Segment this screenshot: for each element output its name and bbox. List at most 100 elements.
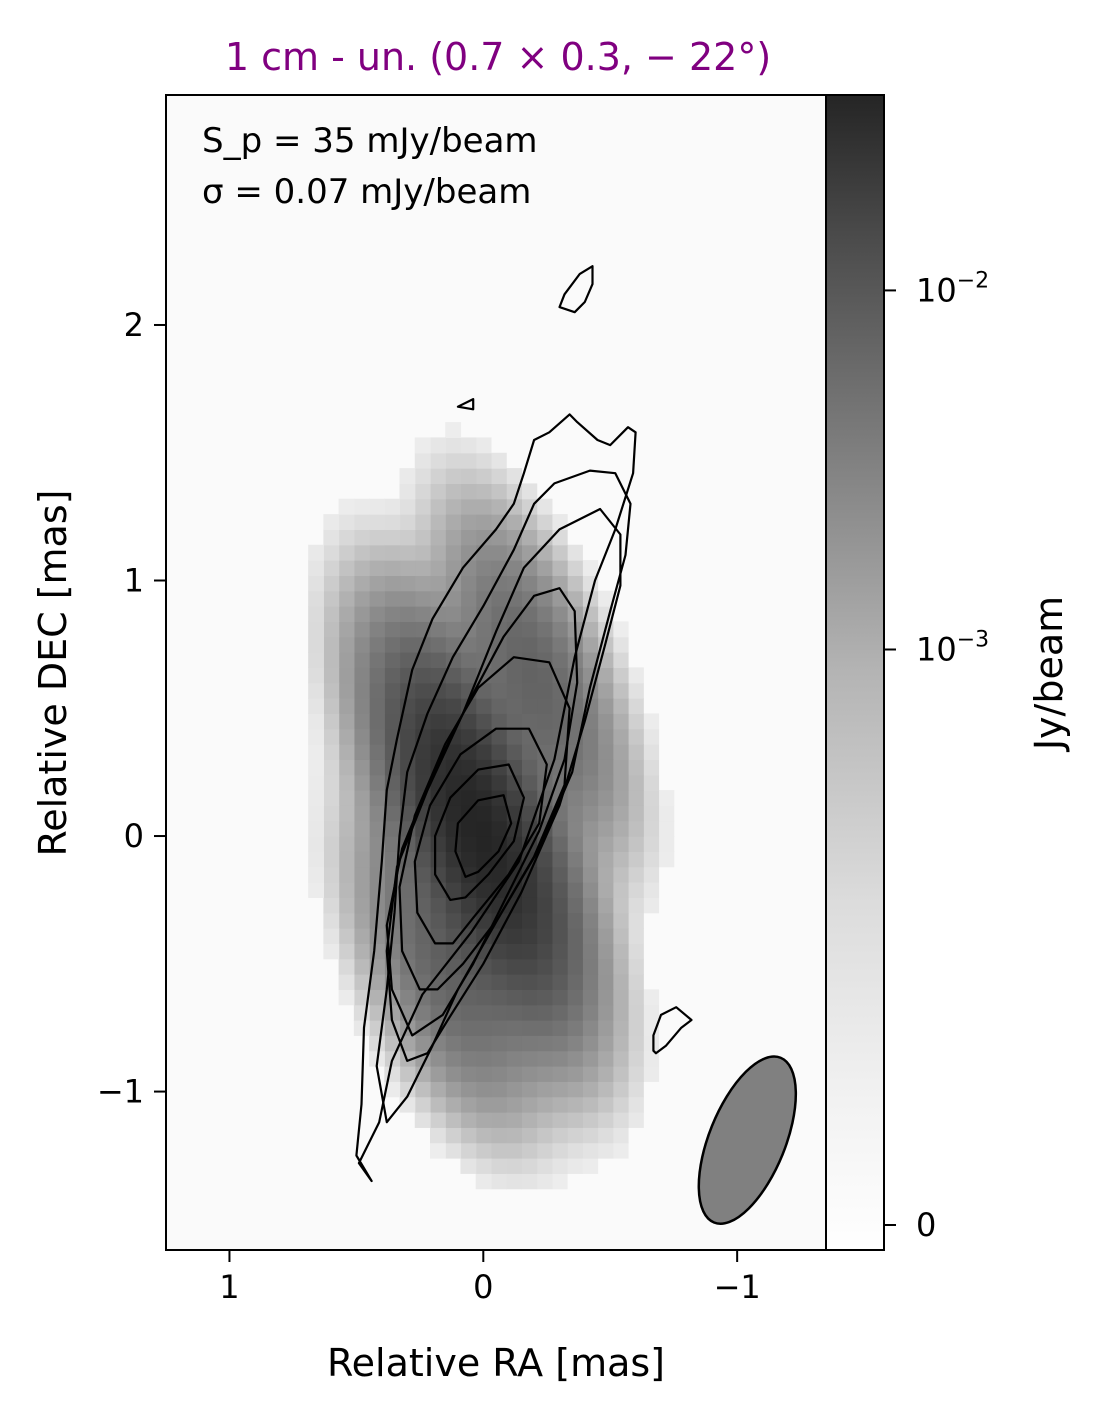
intensity-pixel — [353, 514, 370, 531]
intensity-pixel — [384, 1066, 401, 1082]
intensity-pixel — [597, 974, 614, 990]
intensity-pixel — [582, 820, 599, 837]
intensity-pixel — [384, 652, 401, 668]
colorbar-tick-label: 10−3 — [916, 627, 989, 668]
intensity-pixel — [475, 790, 492, 806]
intensity-pixel — [536, 1004, 553, 1021]
intensity-pixel — [582, 897, 599, 914]
intensity-pixel — [597, 1035, 614, 1052]
intensity-pixel — [369, 590, 385, 607]
intensity-pixel — [521, 974, 538, 990]
intensity-pixel — [643, 1035, 660, 1052]
noise-annotation: σ = 0.07 mJy/beam — [202, 172, 531, 212]
intensity-pixel — [521, 590, 538, 607]
intensity-pixel — [597, 989, 614, 1006]
intensity-pixel — [628, 1020, 644, 1036]
intensity-pixel — [536, 882, 553, 898]
intensity-pixel — [399, 498, 416, 515]
intensity-pixel — [536, 851, 553, 868]
intensity-pixel — [628, 943, 644, 960]
intensity-pixel — [643, 820, 660, 837]
intensity-pixel — [536, 560, 553, 576]
intensity-pixel — [551, 1158, 568, 1174]
intensity-pixel — [460, 1158, 477, 1174]
intensity-pixel — [582, 1127, 599, 1144]
intensity-pixel — [628, 958, 644, 975]
intensity-pixel — [506, 728, 522, 745]
intensity-pixel — [353, 667, 370, 684]
intensity-pixel — [399, 652, 416, 668]
intensity-pixel — [490, 1173, 507, 1190]
intensity-pixel — [551, 1004, 568, 1021]
intensity-pixel — [490, 498, 507, 515]
colorbar-tick-exponent: −2 — [957, 268, 989, 293]
intensity-pixel — [612, 974, 629, 990]
intensity-pixel — [475, 1158, 492, 1174]
intensity-pixel — [597, 866, 614, 883]
intensity-pixel — [490, 1096, 507, 1113]
intensity-pixel — [308, 866, 324, 883]
intensity-pixel — [567, 958, 583, 975]
intensity-pixel — [399, 575, 416, 592]
intensity-pixel — [369, 866, 385, 883]
intensity-pixel — [323, 514, 340, 531]
intensity-pixel — [308, 851, 324, 868]
intensity-pixel — [414, 943, 431, 960]
intensity-pixel — [521, 1158, 538, 1174]
intensity-pixel — [582, 866, 599, 883]
intensity-pixel — [597, 774, 614, 791]
intensity-pixel — [643, 882, 660, 898]
intensity-pixel — [475, 452, 492, 469]
intensity-pixel — [567, 1020, 583, 1036]
contour-level-8 — [454, 794, 513, 879]
intensity-pixel — [506, 1020, 522, 1036]
intensity-pixel — [551, 544, 568, 561]
intensity-pixel — [430, 928, 446, 944]
intensity-pixel — [460, 1142, 477, 1159]
intensity-pixel — [612, 1050, 629, 1067]
intensity-pixel — [430, 514, 446, 531]
intensity-pixel — [445, 912, 462, 929]
intensity-pixel — [551, 928, 568, 944]
intensity-pixel — [430, 866, 446, 883]
y-axis: 2 1 0 −1 — [97, 306, 166, 1111]
intensity-pixel — [506, 621, 522, 638]
intensity-pixel — [506, 667, 522, 684]
x-axis: 1 0 −1 — [219, 1250, 761, 1306]
intensity-pixel — [308, 667, 324, 684]
intensity-pixel — [323, 866, 340, 883]
intensity-pixel — [628, 989, 644, 1006]
intensity-pixel — [567, 1035, 583, 1052]
intensity-pixel — [430, 897, 446, 914]
intensity-map — [308, 422, 675, 1190]
intensity-pixel — [490, 866, 507, 883]
intensity-pixel — [567, 790, 583, 806]
intensity-pixel — [445, 529, 462, 546]
intensity-pixel — [506, 943, 522, 960]
intensity-pixel — [628, 1050, 644, 1067]
intensity-pixel — [414, 958, 431, 975]
intensity-pixel — [369, 621, 385, 638]
intensity-pixel — [369, 728, 385, 745]
intensity-pixel — [628, 866, 644, 883]
colorbar-tick-exponent: −3 — [957, 627, 989, 652]
intensity-pixel — [475, 1066, 492, 1082]
colorbar: 0 10−3 10−2 — [825, 94, 989, 1251]
intensity-pixel — [323, 928, 340, 944]
intensity-pixel — [353, 652, 370, 668]
intensity-pixel — [506, 652, 522, 668]
intensity-pixel — [658, 836, 675, 852]
intensity-pixel — [521, 1127, 538, 1144]
intensity-pixel — [582, 912, 599, 929]
intensity-pixel — [384, 698, 401, 714]
intensity-pixel — [612, 882, 629, 898]
intensity-pixel — [490, 1050, 507, 1067]
intensity-pixel — [353, 744, 370, 760]
intensity-pixel — [353, 529, 370, 546]
intensity-pixel — [338, 606, 355, 622]
intensity-pixel — [628, 713, 644, 730]
intensity-pixel — [597, 1020, 614, 1036]
intensity-pixel — [445, 544, 462, 561]
intensity-pixel — [475, 836, 492, 852]
